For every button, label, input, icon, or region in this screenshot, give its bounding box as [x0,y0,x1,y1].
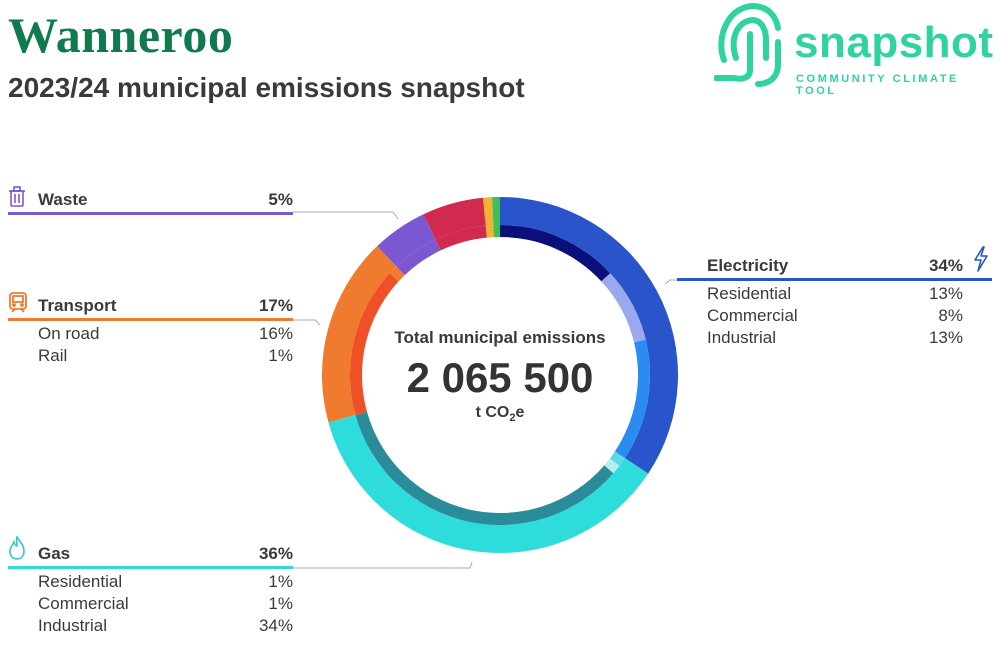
item-label: Residential [707,284,792,303]
electricity-label: Electricity [707,256,789,275]
electricity-outer-arc [500,197,678,474]
item-pct: 1% [268,346,293,365]
logo-tagline: COMMUNITY CLIMATE TOOL [796,73,959,97]
electricity-item-commercial: Commercial 8% [677,303,992,325]
segment-5-outer-arc [483,197,494,226]
gas-header: Gas 36% [8,535,293,569]
transport-item-rail: Rail 1% [8,343,293,365]
electricity-pct: 34% [928,256,963,275]
gas-outer-arc [328,414,649,554]
item-pct: 8% [938,306,963,325]
transport-pct: 17% [258,296,293,315]
item-label: Commercial [38,594,129,613]
electricity-industrial-inner-arc [614,339,650,459]
item-label: Rail [38,346,68,365]
electricity-block: Electricity 34% Residential 13% Commerci… [677,246,992,347]
transport-header: Transport 17% [8,292,293,321]
center-total: 2 065 500 [406,354,594,401]
gas-label: Gas [38,544,71,563]
page-subtitle: 2023/24 municipal emissions snapshot [8,72,525,103]
waste-header: Waste 5% [8,186,293,215]
item-pct: 13% [928,328,963,347]
electricity-residential-inner-arc [500,225,611,282]
item-label: On road [38,324,100,343]
item-pct: 34% [258,616,293,635]
item-pct: 13% [928,284,963,303]
transport-label: Transport [38,296,117,315]
segment-4-inner-arc [435,225,487,251]
item-pct: 1% [268,594,293,613]
segment-6-outer-arc [492,197,500,226]
transport-rail-inner-arc [389,266,405,282]
unit-prefix: t CO [475,404,510,421]
train-icon [8,292,28,314]
flame-icon [8,535,28,562]
gas-commercial-inner-arc [604,458,620,474]
electricity-item-residential: Residential 13% [677,281,992,303]
unit-suffix: e [515,404,525,421]
waste-block: Waste 5% [8,186,293,215]
lightning-icon [972,246,990,277]
transport-item-on-road: On road 16% [8,321,293,343]
gas-item-residential: Residential 1% [8,569,293,591]
item-label: Industrial [707,328,776,347]
electricity-item-industrial: Industrial 13% [677,325,992,347]
item-label: Industrial [38,616,107,635]
transport-on-road-inner-arc [350,273,399,415]
electricity-header: Electricity 34% [677,246,992,281]
waste-outer-arc [377,214,436,267]
transport-outer-arc [322,246,397,423]
waste-pct: 5% [268,190,293,209]
trash-icon [8,186,28,208]
segment-5-inner-arc [485,225,494,238]
snapshot-logo: snapshot COMMUNITY CLIMATE TOOL [713,0,1000,97]
segment-6-inner-arc [493,225,500,238]
waste-inner-arc [396,239,441,276]
gas-item-industrial: Industrial 34% [8,613,293,635]
center-unit: t CO2e [360,404,640,424]
gas-item-commercial: Commercial 1% [8,591,293,613]
gas-pct: 36% [258,544,293,563]
item-label: Residential [38,572,123,591]
gas-industrial-inner-arc [355,411,614,525]
item-label: Commercial [707,306,798,325]
segment-4-outer-arc [423,197,486,240]
transport-block: Transport 17% On road 16% Rail 1% [8,292,293,365]
electricity-commercial-inner-arc [601,273,646,343]
gas-block: Gas 36% Residential 1% Commercial 1% Ind… [8,535,293,635]
item-pct: 1% [268,572,293,591]
unit-subscript: 2 [509,412,516,425]
center-title: Total municipal emissions [394,328,606,347]
waste-label: Waste [38,190,88,209]
gas-residential-inner-arc [609,451,625,466]
fingerprint-logo-icon [713,2,781,87]
logo-wordmark: snapshot [794,18,994,67]
item-pct: 16% [258,324,293,343]
page-title: Wanneroo [8,7,234,63]
